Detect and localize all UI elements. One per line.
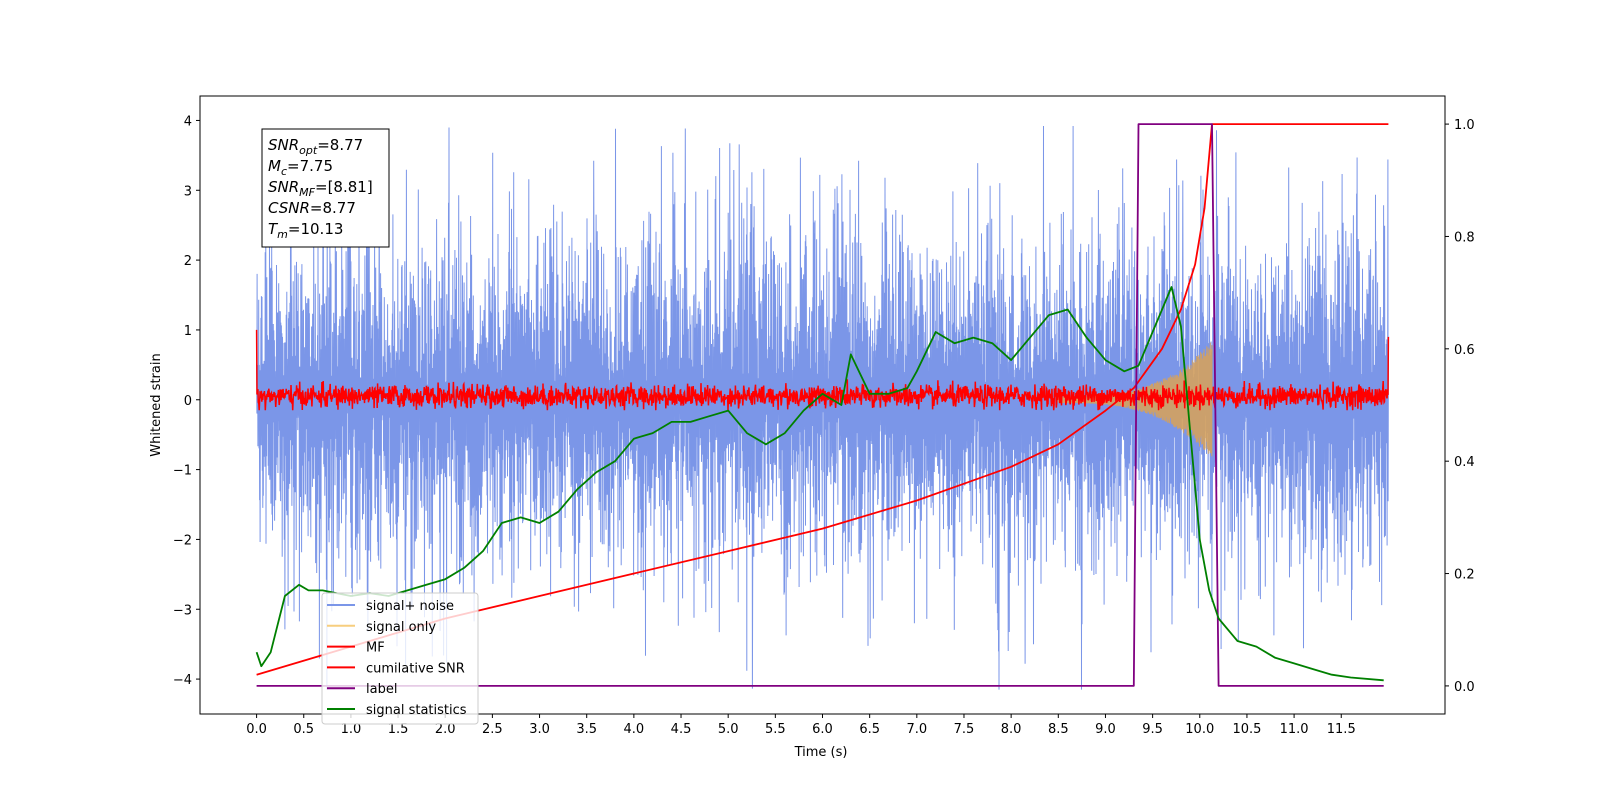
y-axis-left: −4 −3 −2 −1 0 1 2 3 4 [173,114,200,688]
annotation-line: Tm=10.13 [268,220,343,241]
annotation-line: Mc=7.75 [268,157,333,178]
y-tick-label: 4 [184,114,192,129]
x-tick-label: 11.0 [1280,722,1309,737]
x-tick-label: 7.0 [906,722,927,737]
x-tick-label: 5.5 [765,722,786,737]
x-tick-label: 9.5 [1142,722,1163,737]
x-tick-label: 2.0 [435,722,456,737]
x-tick-label: 1.5 [388,722,409,737]
x-tick-label: 4.0 [624,722,645,737]
series-cumilative-snr-line [256,123,1389,676]
annotation-line: SNRMF=[8.81] [268,178,373,199]
y-axis-label: Whitened strain [149,353,164,456]
annotation-frame [261,128,390,248]
series-label-line [256,123,1384,687]
x-tick-label: 10.5 [1232,722,1261,737]
y-tick-label: −1 [173,464,192,479]
x-axis-label: Time (s) [794,745,848,760]
y-axis-right: 0.0 0.2 0.4 0.6 0.8 1.0 [1445,118,1475,695]
x-tick-label: 9.0 [1095,722,1116,737]
series-signal-statistics-line [255,286,1384,682]
x-tick-label: 5.0 [718,722,739,737]
y-right-tick-label: 0.4 [1454,455,1475,470]
legend-label: label [366,682,397,697]
y-right-tick-label: 1.0 [1454,118,1475,133]
x-tick-label: 8.5 [1048,722,1069,737]
x-tick-label: 7.5 [954,722,975,737]
x-tick-label: 0.0 [246,722,267,737]
y-tick-label: 0 [184,394,192,409]
annotation-line: CSNR=8.77 [268,199,356,217]
x-tick-label: 3.0 [529,722,550,737]
legend: signal+ noise signal only MF cumilative SNR… [321,592,479,725]
y-right-tick-label: 0.0 [1454,680,1475,695]
x-tick-label: 0.5 [293,722,314,737]
legend-label: cumilative SNR [366,661,465,676]
y-tick-label: 1 [184,324,192,339]
y-tick-label: −2 [173,533,192,548]
y-right-tick-label: 0.2 [1454,568,1475,583]
y-tick-label: 2 [184,254,192,269]
x-tick-label: 4.5 [671,722,692,737]
x-tick-label: 8.0 [1001,722,1022,737]
x-tick-label: 3.5 [576,722,597,737]
x-tick-label: 11.5 [1327,722,1356,737]
legend-frame [321,592,479,725]
y-tick-label: −3 [173,603,192,618]
plot-area [255,123,1390,690]
legend-label: MF [366,641,385,656]
legend-label: signal statistics [366,703,467,718]
y-right-tick-label: 0.8 [1454,230,1475,245]
y-tick-label: 3 [184,184,192,199]
legend-label: signal+ noise [366,599,454,614]
x-tick-label: 6.0 [812,722,833,737]
legend-label: signal only [366,620,436,635]
x-tick-label: 2.5 [482,722,503,737]
x-tick-label: 1.0 [341,722,362,737]
annotation-line: SNRopt=8.77 [268,136,363,157]
y-tick-label: −4 [173,673,192,688]
x-axis: 0.0 0.5 1.0 1.5 2.0 2.5 3.0 3.5 4.0 4.5 5.0 5.5 6.0 6… [246,714,1356,737]
y-right-tick-label: 0.6 [1454,343,1475,358]
x-tick-label: 10.0 [1185,722,1214,737]
x-tick-label: 6.5 [859,722,880,737]
